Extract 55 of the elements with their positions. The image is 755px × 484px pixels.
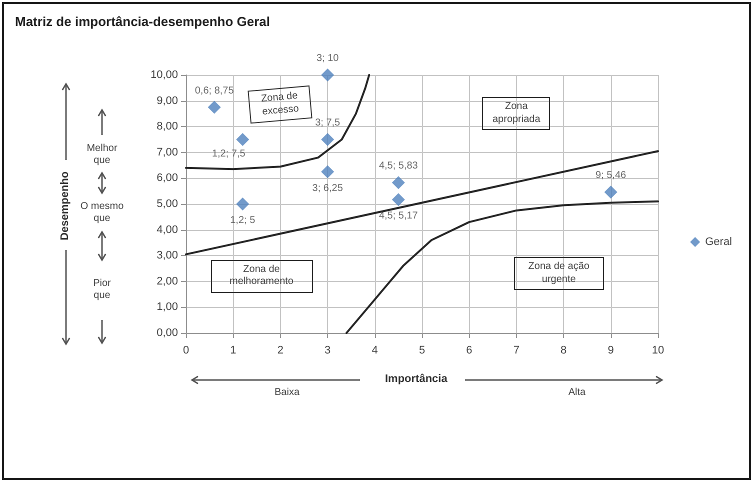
x-tick-label: 8 (560, 344, 567, 356)
line-series (185, 74, 370, 170)
data-label: 3; 7,5 (315, 118, 341, 128)
x-tick-label: 7 (513, 344, 520, 356)
x-tick-label: 5 (418, 344, 426, 356)
x-tick-label: 4 (372, 344, 378, 356)
data-label: 4,5; 5,17 (378, 210, 418, 222)
x-tick-label: 2 (277, 344, 284, 356)
data-label: 9; 5,46 (596, 170, 627, 182)
x-tick-label: 10 (652, 344, 664, 356)
y-tick-label: 2,00 (156, 275, 178, 288)
y-tick-label: 0,00 (156, 327, 178, 339)
y-tick-label: 8,00 (156, 120, 178, 133)
chart-title: Matriz de importância-desempenho Geral (15, 14, 270, 29)
line-series (345, 200, 659, 334)
text: Melhor que (86, 142, 118, 168)
point (236, 198, 250, 210)
data-label: 1,2; 5 (230, 215, 256, 226)
y-tick-label: 1,00 (156, 301, 178, 314)
point (392, 193, 405, 206)
point (208, 100, 221, 114)
point (604, 186, 618, 199)
x-tick-label: 1 (230, 344, 236, 356)
text: Pior que (92, 278, 112, 302)
point (321, 133, 334, 146)
y-tick-label: 10,00 (150, 69, 178, 81)
annotation: Zona de excesso (248, 86, 313, 124)
point (236, 133, 250, 146)
data-label: 0,6; 8,75 (194, 85, 234, 96)
y-tick-label: 7,00 (156, 146, 178, 158)
data-label: 3; 10 (316, 53, 340, 64)
y-tick-label: 9,00 (156, 94, 178, 107)
data-label: 1,2; 7,5 (212, 148, 246, 160)
y-tick-label: 3,00 (156, 250, 178, 262)
x-tick-label: 6 (466, 344, 472, 356)
annotation: Zona de melhoramento (210, 260, 313, 293)
x-tick-label: 0 (182, 344, 190, 356)
y-tick-label: 4,00 (156, 224, 178, 236)
text: Baixa (273, 386, 300, 399)
data-label: 3; 6,25 (312, 182, 344, 194)
point (321, 165, 334, 178)
text: O mesmo que (79, 200, 125, 226)
point (321, 68, 334, 82)
x-tick-label: 9 (608, 344, 614, 356)
y-tick-label: 5,00 (156, 198, 178, 210)
x-axis-title: Importância (385, 373, 448, 385)
annotation: Zona apropriada (482, 97, 550, 130)
data-label: 4,5; 5,83 (378, 160, 418, 172)
y-tick-label: 6,00 (156, 172, 178, 184)
annotation: Zona de ação urgente (514, 257, 604, 290)
text: Alta (567, 386, 587, 399)
point (392, 176, 405, 190)
legend-label: Geral (705, 236, 732, 248)
text: Desempenho (59, 170, 72, 242)
x-tick-label: 3 (324, 344, 331, 356)
